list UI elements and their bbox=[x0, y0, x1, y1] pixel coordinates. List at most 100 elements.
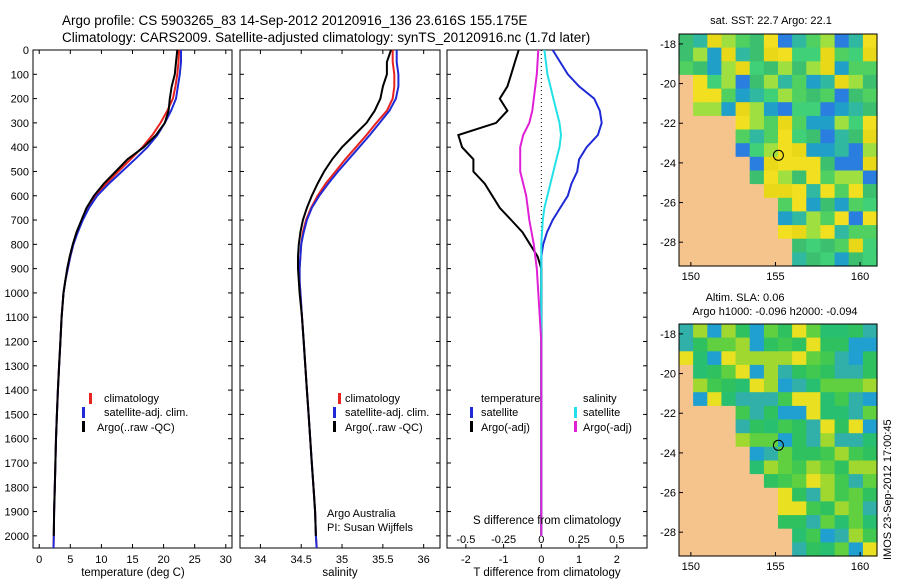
land-cell bbox=[763, 225, 779, 240]
ocean-cell bbox=[820, 405, 836, 421]
ocean-cell bbox=[834, 61, 850, 76]
ocean-cell bbox=[721, 351, 737, 366]
land-cell bbox=[707, 460, 722, 475]
ocean-cell bbox=[806, 129, 821, 144]
ocean-cell bbox=[834, 197, 850, 212]
y-tick-label: 1600 bbox=[5, 434, 29, 446]
ocean-cell bbox=[707, 324, 722, 339]
ocean-cell bbox=[806, 143, 821, 158]
land-cell bbox=[693, 501, 708, 516]
ocean-cell bbox=[806, 88, 821, 103]
ocean-cell bbox=[778, 351, 793, 366]
ocean-cell bbox=[778, 405, 793, 421]
ocean-cell bbox=[820, 324, 836, 339]
ocean-cell bbox=[735, 47, 751, 62]
ocean-cell bbox=[778, 225, 793, 240]
ocean-cell bbox=[806, 225, 821, 240]
map-lat-label: -26 bbox=[660, 488, 676, 500]
ocean-cell bbox=[820, 143, 836, 158]
ocean-cell bbox=[806, 34, 821, 49]
land-cell bbox=[707, 433, 722, 448]
ocean-cell bbox=[862, 252, 878, 267]
land-cell bbox=[693, 156, 708, 171]
d-legend-swatch-t-sat bbox=[470, 407, 473, 418]
ocean-cell bbox=[834, 129, 850, 144]
ocean-cell bbox=[763, 88, 779, 103]
land-cell bbox=[707, 446, 722, 461]
land-cell bbox=[679, 528, 694, 543]
ocean-cell bbox=[806, 211, 821, 226]
ocean-cell bbox=[735, 88, 751, 103]
land-cell bbox=[763, 487, 779, 502]
land-cell bbox=[707, 143, 722, 158]
ocean-cell bbox=[778, 88, 793, 103]
ocean-cell bbox=[792, 129, 807, 144]
y-tick-label: 200 bbox=[11, 94, 29, 106]
ocean-cell bbox=[735, 433, 751, 448]
land-cell bbox=[721, 460, 737, 475]
ocean-cell bbox=[848, 252, 864, 267]
ocean-cell bbox=[749, 115, 765, 131]
ocean-cell bbox=[848, 405, 864, 421]
land-cell bbox=[721, 143, 737, 158]
ocean-cell bbox=[834, 392, 850, 407]
land-cell bbox=[735, 528, 751, 543]
ocean-cell bbox=[820, 184, 836, 199]
y-tick-label: 1200 bbox=[5, 337, 29, 349]
ocean-cell bbox=[862, 364, 878, 380]
ocean-cell bbox=[778, 102, 793, 117]
ocean-cell bbox=[848, 61, 864, 76]
land-cell bbox=[749, 197, 765, 212]
t-legend-satellite: satellite-adj. clim. bbox=[104, 407, 188, 419]
ocean-cell bbox=[820, 487, 836, 502]
land-cell bbox=[735, 225, 751, 240]
land-cell bbox=[679, 170, 694, 185]
land-cell bbox=[735, 487, 751, 502]
ocean-cell bbox=[792, 515, 807, 530]
ocean-cell bbox=[749, 419, 765, 434]
land-cell bbox=[679, 129, 694, 144]
diff-series-line-4 bbox=[519, 49, 543, 536]
ocean-cell bbox=[778, 515, 793, 530]
y-tick-label: 100 bbox=[11, 69, 29, 81]
s-legend-climatology: climatology bbox=[345, 393, 401, 405]
ocean-cell bbox=[834, 378, 850, 393]
sla-map-title-1: Altim. SLA: 0.06 bbox=[706, 292, 785, 304]
land-cell bbox=[735, 211, 751, 226]
x-tick-label: 2 bbox=[614, 554, 620, 566]
land-cell bbox=[679, 238, 694, 253]
ocean-cell bbox=[693, 47, 708, 62]
ocean-cell bbox=[693, 337, 708, 352]
ocean-cell bbox=[848, 143, 864, 158]
land-cell bbox=[735, 197, 751, 212]
ocean-cell bbox=[848, 337, 864, 352]
land-cell bbox=[707, 184, 722, 199]
land-cell bbox=[693, 211, 708, 226]
d-legend-s-argo: Argo(-adj) bbox=[583, 422, 632, 434]
ocean-cell bbox=[848, 129, 864, 144]
ocean-cell bbox=[707, 392, 722, 407]
ocean-cell bbox=[834, 211, 850, 226]
ocean-cell bbox=[778, 392, 793, 407]
ocean-cell bbox=[749, 143, 765, 158]
ocean-cell bbox=[848, 34, 864, 49]
ocean-cell bbox=[834, 515, 850, 530]
land-cell bbox=[735, 515, 751, 530]
land-cell bbox=[679, 364, 694, 380]
ocean-cell bbox=[735, 115, 751, 131]
ocean-cell bbox=[806, 460, 821, 475]
ocean-cell bbox=[763, 74, 779, 90]
map-lat-label: -28 bbox=[660, 527, 676, 539]
ocean-cell bbox=[848, 433, 864, 448]
ocean-cell bbox=[834, 501, 850, 516]
series-line-3 bbox=[297, 49, 392, 536]
ocean-cell bbox=[862, 184, 878, 199]
ocean-cell bbox=[862, 238, 878, 253]
ocean-cell bbox=[749, 324, 765, 339]
land-cell bbox=[721, 184, 737, 199]
ocean-cell bbox=[820, 433, 836, 448]
ocean-cell bbox=[848, 115, 864, 131]
s-legend-swatch-argo bbox=[333, 421, 336, 432]
ocean-cell bbox=[806, 446, 821, 461]
